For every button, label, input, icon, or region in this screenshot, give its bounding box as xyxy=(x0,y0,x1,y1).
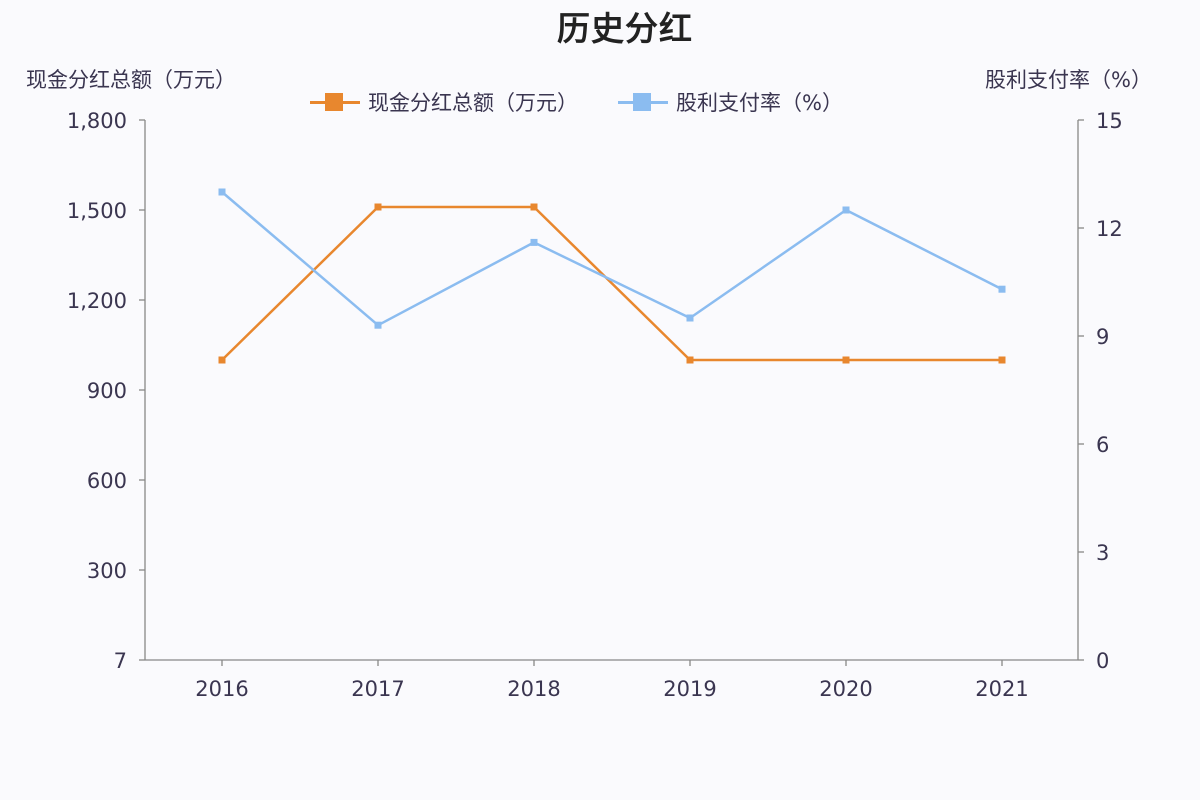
left-tick-label: 1,800 xyxy=(67,109,127,133)
left-tick-label: 7 xyxy=(114,649,127,673)
data-point-payout-ratio xyxy=(374,321,382,329)
left-tick-label: 1,500 xyxy=(67,199,127,223)
data-point-cash-dividend xyxy=(530,203,538,211)
data-point-payout-ratio xyxy=(998,285,1006,293)
chart-title: 历史分红 xyxy=(557,9,693,48)
legend-label-cash-dividend: 现金分红总额（万元） xyxy=(368,91,578,115)
data-point-payout-ratio xyxy=(842,206,850,214)
data-point-cash-dividend xyxy=(686,356,694,364)
x-tick-label: 2019 xyxy=(663,677,716,701)
right-tick-label: 12 xyxy=(1096,217,1123,241)
left-tick-label: 300 xyxy=(87,559,127,583)
right-axis-title: 股利支付率（%） xyxy=(985,68,1152,92)
data-point-cash-dividend xyxy=(842,356,850,364)
data-point-cash-dividend xyxy=(218,356,226,364)
x-tick-label: 2018 xyxy=(507,677,560,701)
right-tick-label: 15 xyxy=(1096,109,1123,133)
legend-item-cash-dividend[interactable]: 现金分红总额（万元） xyxy=(310,87,578,117)
legend: 现金分红总额（万元） 股利支付率（%） xyxy=(310,87,883,117)
legend-swatch-cash-dividend xyxy=(310,92,360,112)
left-tick-label: 600 xyxy=(87,469,127,493)
right-tick-label: 6 xyxy=(1096,433,1109,457)
series-line-cash-dividend xyxy=(221,205,1002,362)
right-tick-label: 3 xyxy=(1096,541,1109,565)
right-tick-label: 0 xyxy=(1096,649,1109,673)
left-tick-label: 900 xyxy=(87,379,127,403)
x-tick-label: 2021 xyxy=(975,677,1028,701)
legend-label-payout-ratio: 股利支付率（%） xyxy=(676,91,843,115)
data-point-payout-ratio xyxy=(530,238,538,246)
x-tick-label: 2017 xyxy=(351,677,404,701)
right-tick-label: 9 xyxy=(1096,325,1109,349)
left-tick-label: 1,200 xyxy=(67,289,127,313)
legend-swatch-payout-ratio xyxy=(618,92,668,112)
data-point-cash-dividend xyxy=(374,203,382,211)
data-point-payout-ratio xyxy=(686,314,694,322)
legend-item-payout-ratio[interactable]: 股利支付率（%） xyxy=(618,87,843,117)
series-line-payout-ratio xyxy=(221,191,1003,327)
x-tick-label: 2020 xyxy=(819,677,872,701)
left-axis-title: 现金分红总额（万元） xyxy=(26,68,236,92)
x-tick-label: 2016 xyxy=(195,677,248,701)
data-point-cash-dividend xyxy=(998,356,1006,364)
data-point-payout-ratio xyxy=(218,188,226,196)
